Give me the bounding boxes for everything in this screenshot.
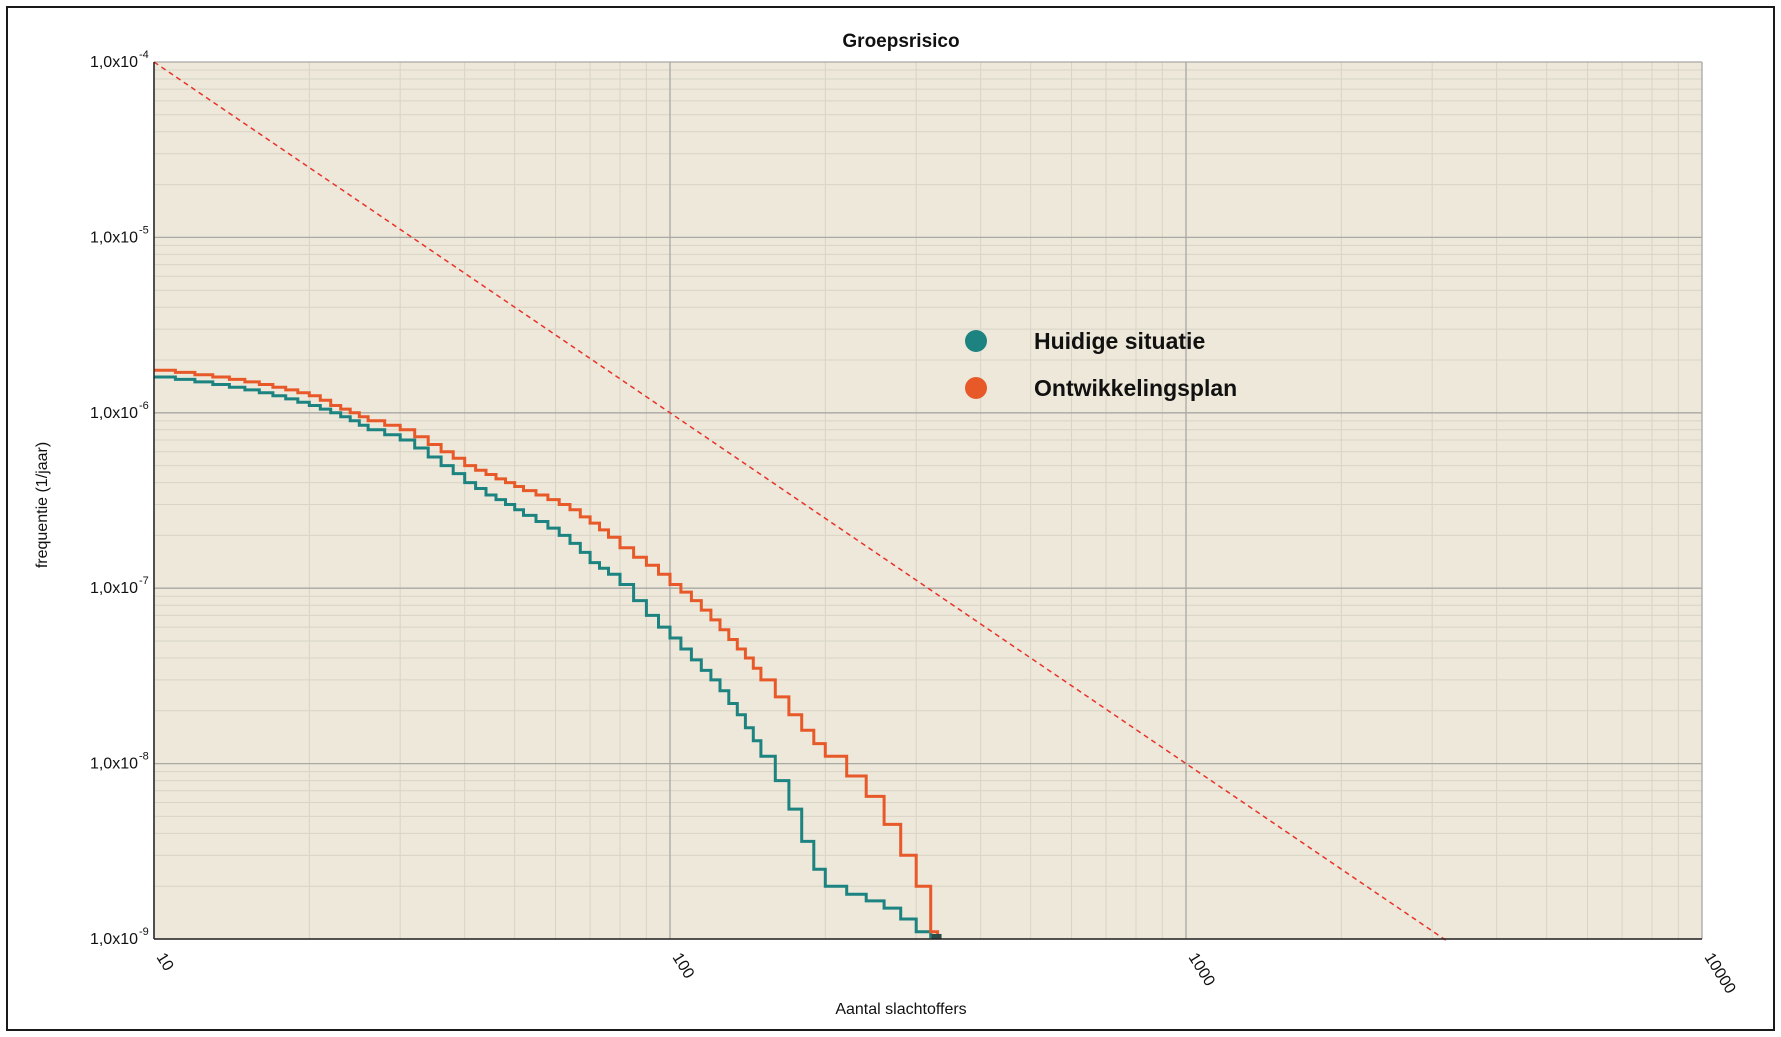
x-tick-label: 10000 xyxy=(1701,950,1739,997)
legend-label: Huidige situatie xyxy=(1034,328,1205,354)
y-tick-exponent: -8 xyxy=(139,751,149,763)
legend-marker xyxy=(965,377,987,399)
y-tick-label: 1,0x10 xyxy=(90,54,138,71)
y-axis-label: frequentie (1/jaar) xyxy=(34,442,51,568)
series-line-huidige-situatie xyxy=(154,375,940,939)
y-tick-exponent: -6 xyxy=(139,400,149,412)
y-tick-label: 1,0x10 xyxy=(90,931,138,948)
y-tick-label: 1,0x10 xyxy=(90,580,138,597)
legend-marker xyxy=(965,330,987,352)
y-tick-label: 1,0x10 xyxy=(90,229,138,246)
x-axis-label: Aantal slachtoffers xyxy=(835,1001,966,1018)
series-line-ontwikkelingsplan xyxy=(154,368,940,939)
y-tick-exponent: -9 xyxy=(139,926,149,938)
legend: Huidige situatie Ontwikkelingsplan xyxy=(965,328,1237,401)
y-tick-exponent: -5 xyxy=(139,224,149,236)
x-tick-label: 10 xyxy=(153,950,177,974)
y-tick-label: 1,0x10 xyxy=(90,756,138,773)
y-tick-exponent: -7 xyxy=(139,575,149,587)
x-tick-label: 100 xyxy=(669,950,698,982)
legend-label: Ontwikkelingsplan xyxy=(1034,375,1237,401)
y-tick-label: 1,0x10 xyxy=(90,405,138,422)
y-tick-exponent: -4 xyxy=(139,49,149,61)
x-tick-label: 1000 xyxy=(1185,950,1218,989)
chart-title: Groepsrisico xyxy=(842,31,959,52)
series-end-marker xyxy=(931,934,942,939)
plot-area xyxy=(154,62,1702,939)
chart-frame: 10 100 1000 10000 1,0x10 -4 1,0x10 -5 1,0x10 -6 1,… xyxy=(6,6,1775,1031)
